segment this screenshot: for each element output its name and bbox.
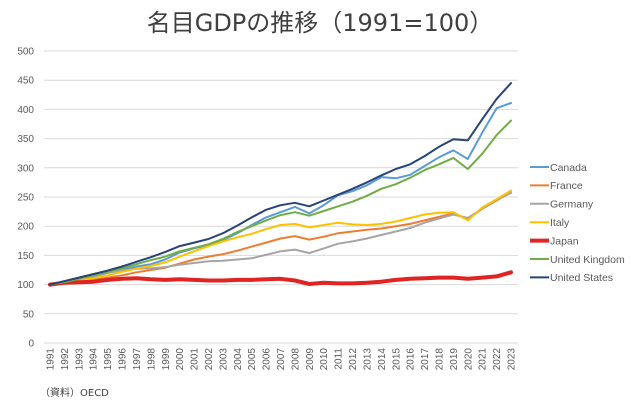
x-tick-label: 1996 (118, 348, 129, 371)
chart-title: 名目GDPの推移（1991=100） (147, 9, 494, 37)
x-tick-label: 2003 (218, 348, 229, 371)
legend-label: Japan (550, 235, 579, 247)
legend-label: Germany (550, 199, 594, 211)
source-note: （資料）OECD (40, 386, 109, 399)
legend-label: United States (550, 272, 613, 284)
x-tick-label: 2004 (233, 348, 244, 371)
y-tick-label: 200 (17, 222, 34, 233)
x-tick-label: 2011 (334, 348, 345, 370)
x-tick-label: 2014 (377, 348, 388, 371)
legend-label: United Kingdom (550, 254, 625, 266)
gridlines (44, 50, 518, 344)
series-line-united-kingdom (49, 119, 512, 286)
x-axis: 1991 1992 1993 1994 1995 1996 1997 1998 1999 2000… (46, 348, 518, 371)
x-tick-label: 2009 (305, 348, 316, 371)
x-tick-label: 1993 (74, 348, 85, 371)
x-tick-label: 2020 (463, 348, 474, 371)
series-line-france (49, 191, 512, 286)
y-tick-label: 400 (17, 105, 34, 116)
x-tick-label: 2008 (290, 348, 301, 371)
x-tick-label: 2017 (420, 348, 431, 371)
x-tick-label: 2012 (348, 348, 359, 371)
series-line-united-states (49, 82, 512, 286)
x-tick-label: 1995 (103, 348, 114, 371)
y-tick-label: 250 (17, 193, 34, 204)
y-tick-label: 100 (17, 280, 34, 291)
series-line-canada (49, 102, 512, 286)
series-line-japan (48, 270, 513, 287)
series-lines (48, 82, 513, 287)
x-tick-label: 1991 (46, 348, 57, 371)
y-tick-label: 500 (17, 47, 34, 58)
x-tick-label: 2016 (406, 348, 417, 371)
y-tick-label: 150 (17, 251, 34, 262)
x-tick-label: 2015 (391, 348, 402, 371)
series-line-italy (49, 189, 512, 286)
x-tick-label: 2018 (434, 348, 445, 371)
y-tick-label: 0 (28, 339, 34, 350)
x-tick-label: 1994 (89, 348, 100, 371)
x-tick-label: 2001 (190, 348, 201, 371)
y-tick-label: 50 (23, 309, 35, 320)
x-tick-label: 1998 (146, 348, 157, 371)
x-tick-label: 1992 (60, 348, 71, 371)
legend: Canada France Germany Italy Japan United King… (530, 162, 625, 284)
x-tick-label: 2021 (478, 348, 489, 371)
y-tick-label: 450 (17, 76, 34, 87)
legend-label: Canada (550, 162, 587, 174)
y-tick-label: 350 (17, 134, 34, 145)
legend-label: France (550, 180, 583, 192)
x-tick-label: 2022 (492, 348, 503, 371)
y-tick-label: 300 (17, 163, 34, 174)
x-tick-label: 2010 (319, 348, 330, 371)
x-tick-label: 1997 (132, 348, 143, 371)
x-tick-label: 1999 (161, 348, 172, 371)
x-tick-label: 2007 (276, 348, 287, 371)
y-axis: 0 50 100 150 200 250 300 350 400 450 500 (17, 47, 34, 350)
x-tick-label: 2023 (507, 348, 518, 371)
x-tick-label: 2019 (449, 348, 460, 371)
x-tick-label: 2006 (262, 348, 273, 371)
x-tick-label: 2002 (204, 348, 215, 371)
x-tick-label: 2000 (175, 348, 186, 371)
legend-label: Italy (550, 217, 570, 229)
x-tick-label: 2005 (247, 348, 258, 371)
x-tick-label: 2013 (362, 348, 373, 371)
